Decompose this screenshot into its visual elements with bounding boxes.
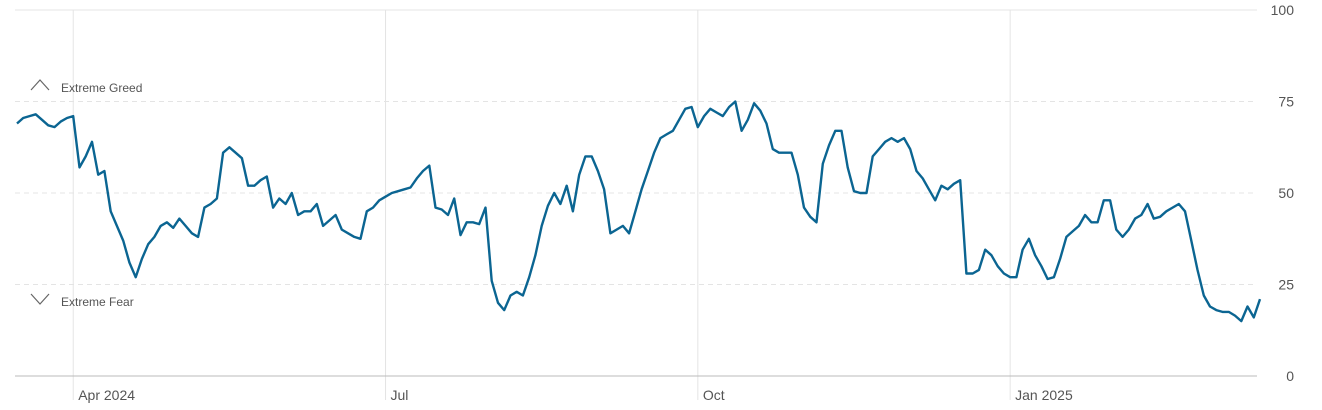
line [16,100,1262,323]
y-tick-label: 75 [1278,94,1294,110]
y-tick-label: 100 [1271,2,1295,18]
fear-icon [30,293,50,305]
x-tick-label: Jan 2025 [1015,387,1073,403]
x-tick-label: Oct [703,387,725,403]
extreme-fear-label: Extreme Fear [61,295,134,309]
y-tick-label: 0 [1286,368,1294,384]
y-tick-label: 25 [1278,277,1294,293]
x-tick-label: Apr 2024 [78,387,135,403]
y-tick-label: 50 [1278,185,1294,201]
x-tick-label: Jul [391,387,409,403]
greed-icon [30,79,50,91]
extreme-greed-label: Extreme Greed [61,81,142,95]
